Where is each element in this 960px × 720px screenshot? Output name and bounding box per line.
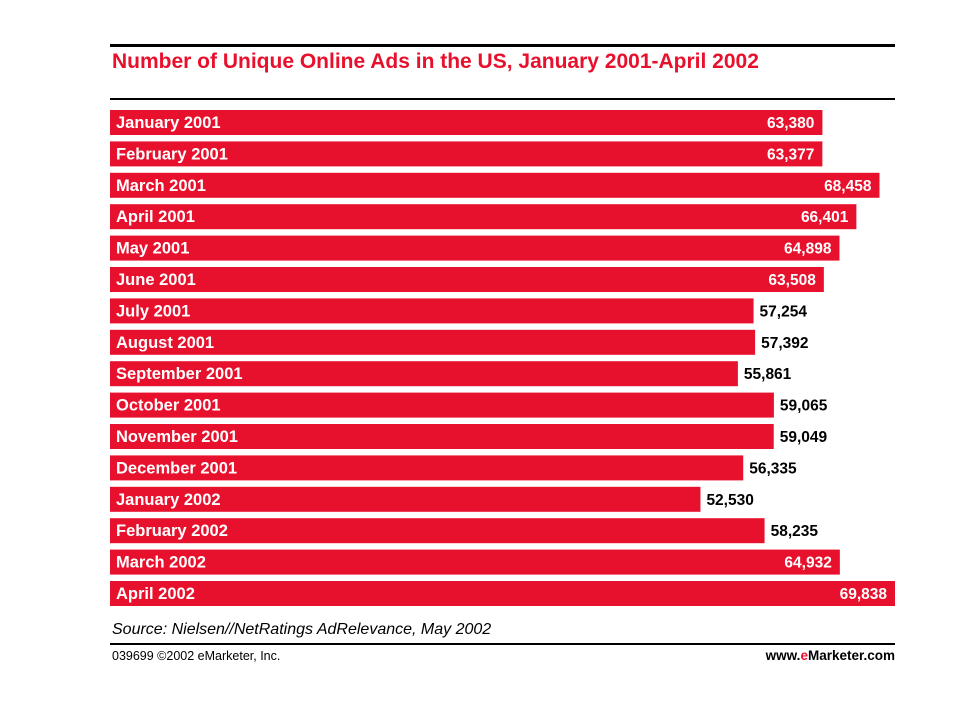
bar-category-label: January 2001 [116,114,221,132]
bar-value-label: 68,458 [824,178,872,195]
bar-category-label: August 2001 [116,334,214,352]
bar-value-label: 56,335 [749,460,797,477]
bar-1 [110,110,823,135]
site-url-prefix: www. [765,648,801,663]
source-rule [110,643,895,645]
bar-8 [110,329,756,355]
bar-category-label: December 2001 [116,459,237,477]
top-rule [110,44,895,47]
title-rule [110,98,895,100]
bar-category-label: April 2002 [116,585,195,603]
bar-14 [110,518,765,544]
bar-value-label: 64,898 [784,241,832,258]
bar-value-label: 57,392 [761,335,808,352]
bar-7 [110,298,754,324]
bar-category-label: February 2002 [116,522,228,540]
bar-12 [110,455,744,481]
bar-6 [110,267,824,292]
bar-11 [110,424,774,449]
bar-category-label: April 2001 [116,208,195,226]
bar-category-label: September 2001 [116,365,243,383]
bar-10 [110,392,774,418]
bar-category-label: October 2001 [116,397,221,415]
site-url-suffix: Marketer.com [807,648,895,663]
bar-category-label: February 2001 [116,145,228,163]
bar-16 [110,581,895,606]
bar-3 [110,172,880,198]
chart-title: Number of Unique Online Ads in the US, J… [112,50,759,73]
bar-value-label: 57,254 [760,303,808,320]
site-url-brand: e [800,648,808,663]
bar-category-label: July 2001 [116,302,190,320]
copyright-text: 039699 ©2002 eMarketer, Inc. [112,649,281,663]
bar-value-label: 55,861 [744,366,792,383]
bar-value-label: 63,380 [767,115,814,132]
bar-category-label: March 2002 [116,554,206,572]
bar-value-label: 64,932 [784,555,831,572]
source-note: Source: Nielsen//NetRatings AdRelevance,… [112,621,492,638]
bar-value-label: 52,530 [706,492,753,509]
bar-13 [110,486,701,512]
bar-15 [110,549,840,575]
bar-value-label: 66,401 [801,209,849,226]
bar-value-label: 63,377 [767,146,814,163]
bar-value-label: 69,838 [840,586,888,603]
bar-2 [110,141,823,167]
bar-4 [110,204,857,230]
bar-5 [110,235,840,261]
bar-value-label: 59,049 [780,429,828,446]
bar-value-label: 58,235 [771,523,819,540]
bar-category-label: November 2001 [116,428,238,446]
bar-9 [110,361,738,387]
bar-category-label: June 2001 [116,271,196,289]
bar-value-label: 59,065 [780,398,828,415]
bar-category-label: May 2001 [116,240,189,258]
bar-value-label: 63,508 [768,272,816,289]
bar-category-label: March 2001 [116,177,206,195]
site-url: www.eMarketer.com [766,648,895,663]
bar-category-label: January 2002 [116,491,221,509]
